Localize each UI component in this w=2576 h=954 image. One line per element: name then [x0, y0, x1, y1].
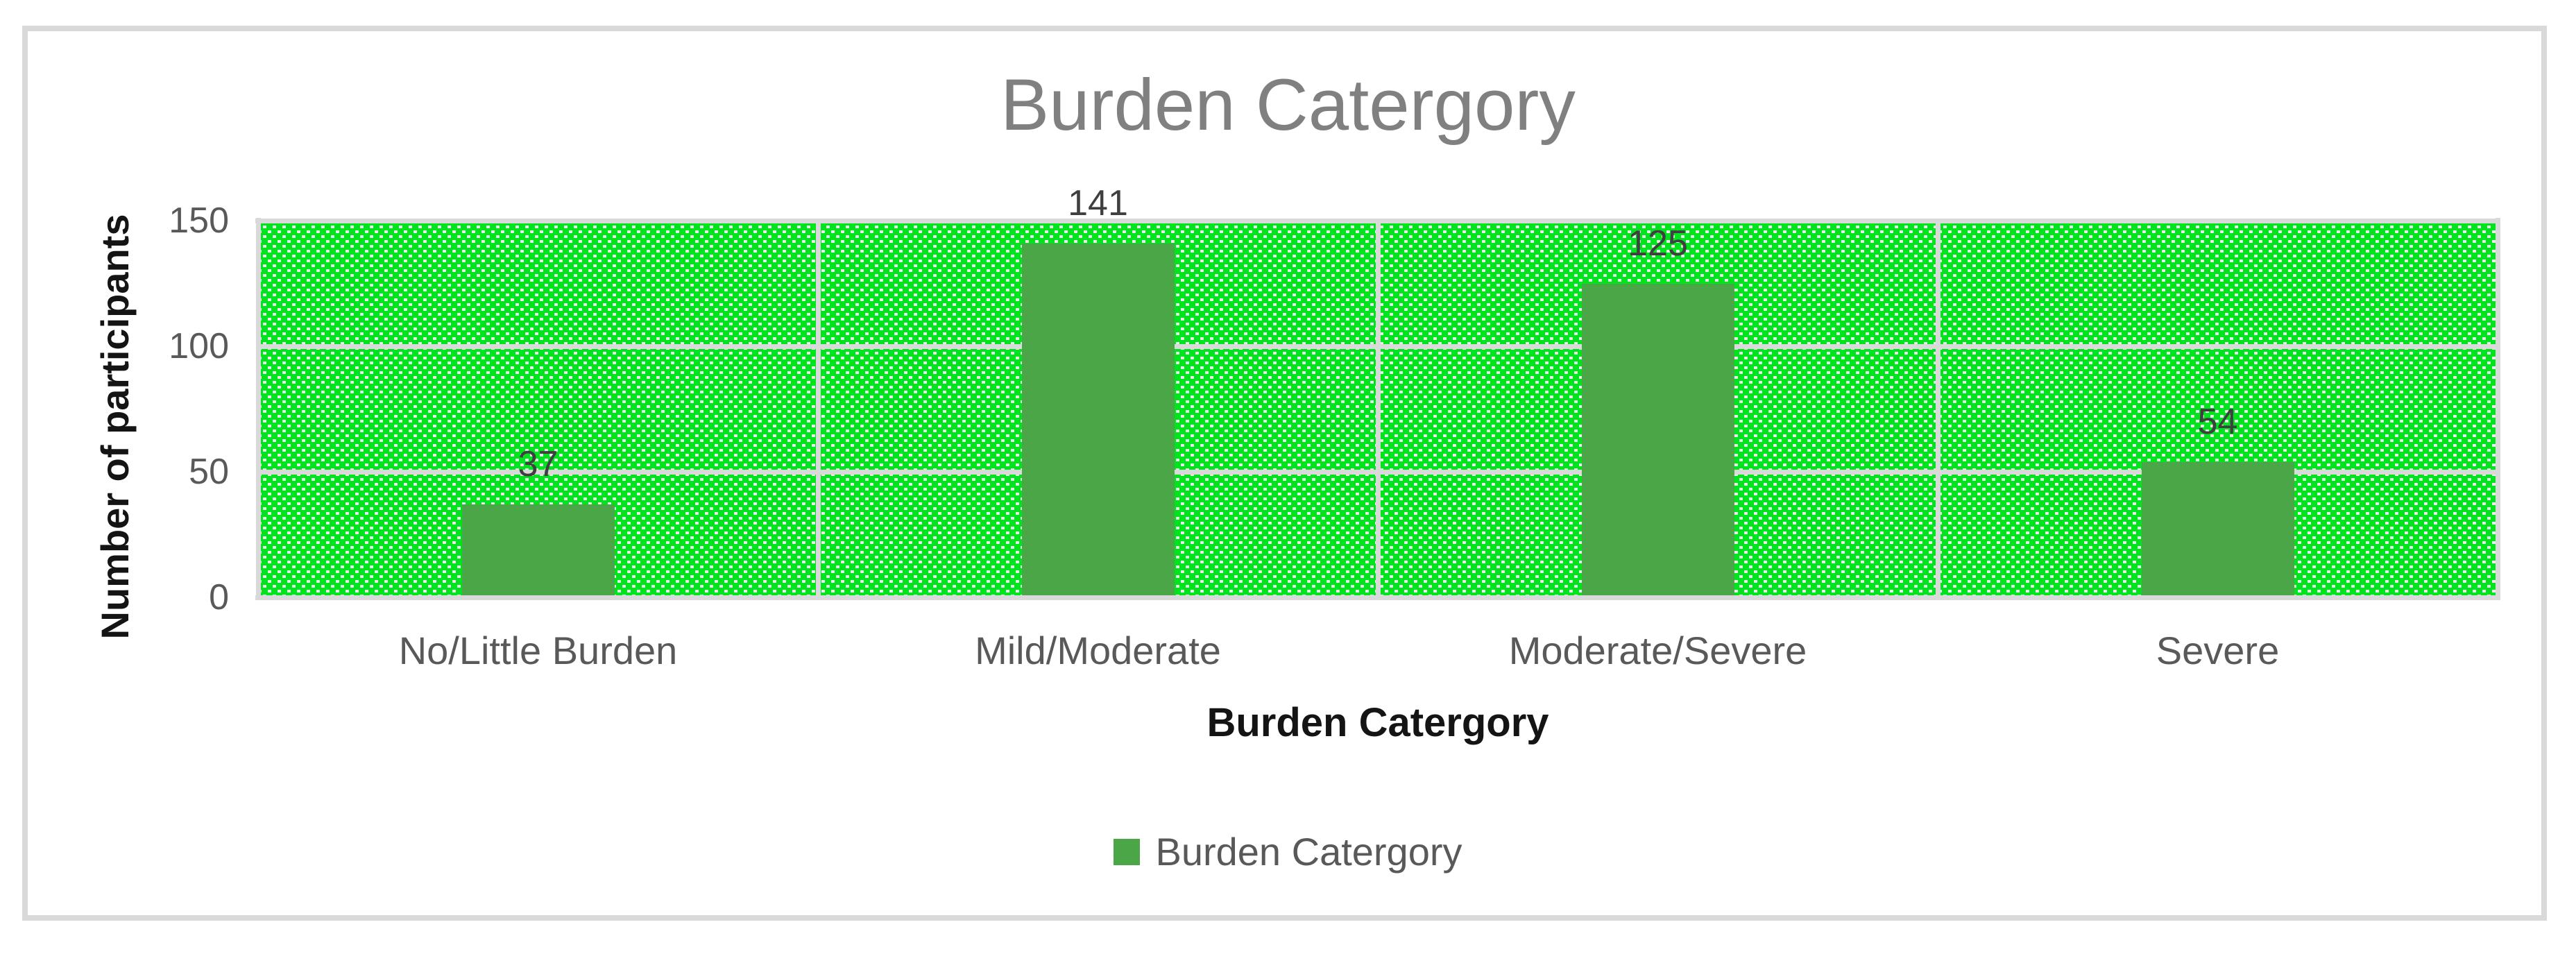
bar [1581, 283, 1734, 597]
x-axis-line [255, 595, 2500, 600]
bar [2141, 461, 2294, 597]
axis-line-overlay-layer [255, 221, 2500, 600]
vertical-gridline [815, 221, 821, 597]
bar [1021, 243, 1175, 597]
plot-top-border [255, 218, 2500, 223]
y-tick-label: 100 [169, 326, 229, 366]
plot-left-border [255, 218, 261, 600]
x-category-label: Mild/Moderate [975, 629, 1221, 672]
chart-title: Burden Catergory [1000, 65, 1576, 146]
legend-label: Burden Catergory [1155, 830, 1462, 874]
bars-layer [258, 221, 2498, 597]
x-category-label: Moderate/Severe [1508, 629, 1807, 672]
legend: Burden Catergory [0, 827, 2576, 877]
data-labels-layer: 37 141 125 54 [258, 183, 2498, 597]
plot-area: 37 141 125 54 [255, 183, 2500, 600]
bar-value-label: 141 [1068, 182, 1128, 223]
x-category-label: Severe [2156, 629, 2280, 672]
vertical-gridline [1375, 221, 1381, 597]
x-category-label: No/Little Burden [398, 629, 678, 672]
bar [461, 504, 615, 597]
y-tick-label: 150 [169, 201, 229, 241]
gridlines-layer [255, 218, 2500, 600]
plot-right-border [2495, 218, 2500, 600]
bar-value-label: 37 [518, 444, 558, 485]
vertical-gridline [1935, 221, 1940, 597]
x-axis-category-labels: No/Little Burden Mild/Moderate Moderate/Se… [258, 627, 2498, 682]
legend-swatch [1114, 839, 1141, 865]
chart-border-frame [22, 26, 2547, 921]
bar-value-label: 125 [1628, 223, 1688, 264]
bar-value-label: 54 [2197, 401, 2238, 442]
y-tick-label: 0 [209, 577, 229, 617]
x-axis-title: Burden Catergory [1206, 700, 1549, 745]
y-tick-label: 50 [189, 452, 229, 492]
